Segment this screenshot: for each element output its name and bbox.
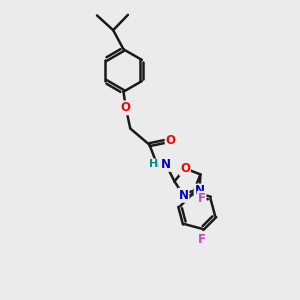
Text: N: N [195,184,205,197]
Text: N: N [161,158,171,171]
Text: O: O [180,162,190,175]
Text: F: F [198,232,206,246]
Text: O: O [166,134,176,147]
Text: O: O [121,101,131,114]
Text: F: F [198,192,206,205]
Text: H: H [148,159,158,170]
Text: N: N [178,189,188,202]
